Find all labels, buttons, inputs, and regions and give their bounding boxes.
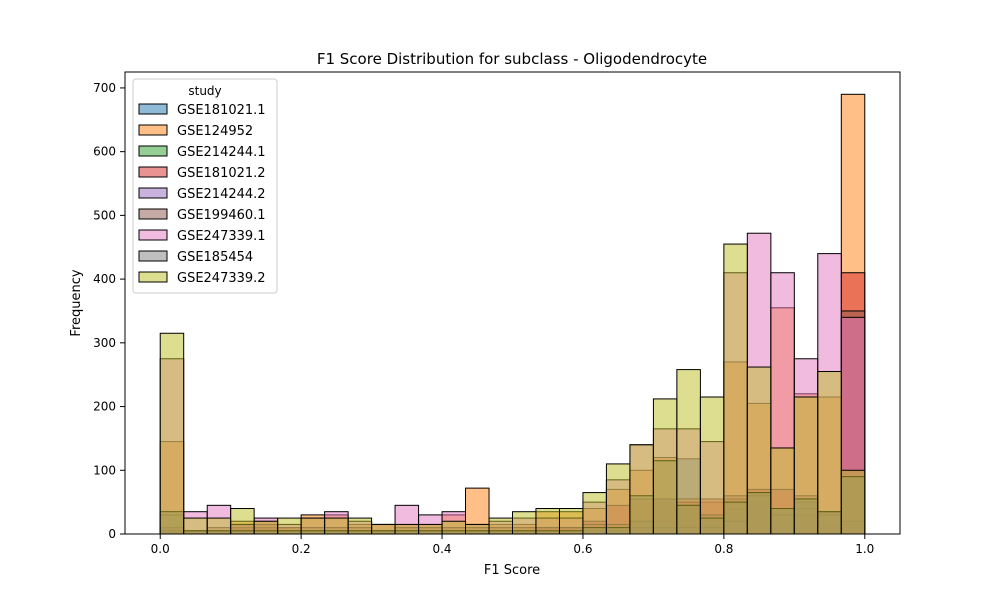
y-axis-label: Frequency (69, 269, 84, 336)
bars-layer (159, 93, 866, 535)
bar-GSE247339-2-bin-18 (582, 492, 607, 535)
legend-label: GSE181021.2 (177, 166, 266, 181)
bar-GSE247339-2-bin-20 (629, 444, 654, 535)
legend-swatch (138, 166, 168, 178)
legend-label: GSE214244.2 (177, 187, 266, 202)
bar-GSE247339-2-bin-7 (324, 517, 349, 535)
bar-GSE247339-2-bin-17 (558, 508, 584, 535)
y-tick-label: 200 (93, 400, 116, 414)
bar-GSE247339-2-bin-21 (652, 398, 678, 535)
legend-swatch (138, 145, 168, 157)
bar-GSE247339-2-bin-5 (277, 517, 302, 535)
bar-GSE247339-2-bin-13 (465, 523, 490, 535)
legend-label: GSE247339.1 (177, 229, 266, 244)
bar-GSE247339-2-bin-3 (230, 508, 255, 535)
y-tick-label: 400 (93, 272, 116, 286)
y-tick-label: 500 (93, 208, 116, 222)
y-tick-label: 100 (93, 463, 116, 477)
legend-swatch (138, 229, 168, 241)
legend-items: GSE181021.1 GSE124952 GSE214244.1 GSE181021… (138, 103, 266, 286)
bar-GSE247339-2-bin-2 (206, 517, 232, 535)
legend-label: GSE124952 (177, 124, 253, 139)
bar-GSE247339-2-bin-4 (253, 520, 279, 535)
bar-GSE247339-2-bin-6 (300, 517, 326, 535)
legend-swatch (138, 187, 168, 199)
bar-GSE247339-2-bin-14 (488, 517, 513, 535)
x-axis: 0.0 0.2 0.4 0.6 0.8 1.0 (151, 534, 874, 556)
bar-GSE247339-2-bin-25 (746, 366, 772, 535)
bar-GSE247339-2-bin-11 (418, 523, 443, 535)
y-tick-label: 0 (108, 527, 116, 541)
legend-swatch (138, 208, 168, 220)
legend-swatch (138, 103, 168, 115)
x-tick-label: 0.0 (151, 542, 170, 556)
bar-GSE247339-2-bin-12 (441, 520, 467, 535)
legend-label: GSE185454 (177, 250, 253, 265)
x-axis-label: F1 Score (484, 563, 540, 578)
y-tick-label: 600 (93, 145, 116, 159)
legend: study GSE181021.1GSE124952GSE214244.1GSE… (132, 78, 278, 294)
bar-GSE247339-2-bin-26 (770, 447, 795, 535)
bar-GSE247339-2-bin-19 (605, 463, 631, 535)
bar-GSE247339-2-bin-1 (183, 517, 208, 535)
legend-label: GSE214244.1 (177, 145, 266, 160)
legend-title: study (188, 84, 221, 98)
chart-title: F1 Score Distribution for subclass - Oli… (317, 50, 707, 68)
legend-swatch (138, 124, 168, 136)
plot-frame (124, 71, 901, 535)
x-tick-label: 0.4 (432, 542, 451, 556)
bar-GSE247339-2-bin-23 (699, 396, 725, 535)
y-axis: 0 100 200 300 400 500 600 700 (93, 81, 125, 541)
legend-label: GSE247339.2 (177, 271, 266, 286)
bar-GSE247339-2-bin-29 (840, 469, 866, 535)
y-tick-label: 300 (93, 336, 116, 350)
bar-GSE247339-2-bin-28 (817, 371, 842, 535)
x-tick-label: 0.6 (573, 542, 592, 556)
bar-GSE247339-2-bin-10 (394, 523, 420, 535)
bar-GSE247339-2-bin-15 (512, 511, 537, 535)
legend-swatch (138, 250, 168, 262)
bar-GSE247339-2-bin-8 (347, 517, 373, 535)
x-tick-label: 0.8 (714, 542, 733, 556)
legend-label: GSE181021.1 (177, 103, 266, 118)
legend-swatch (138, 271, 168, 283)
bar-GSE247339-2-bin-0 (159, 332, 185, 535)
bar-GSE247339-2-bin-22 (676, 369, 701, 535)
bar-GSE247339-2-bin-9 (371, 523, 396, 535)
x-tick-label: 1.0 (855, 542, 874, 556)
bar-GSE247339-2-bin-16 (535, 508, 560, 535)
bar-GSE247339-2-bin-27 (793, 396, 819, 535)
y-tick-label: 700 (93, 81, 116, 95)
bar-GSE247339-2-bin-24 (723, 243, 748, 535)
legend-box (132, 78, 278, 294)
x-tick-label: 0.2 (292, 542, 311, 556)
legend-label: GSE199460.1 (177, 208, 266, 223)
